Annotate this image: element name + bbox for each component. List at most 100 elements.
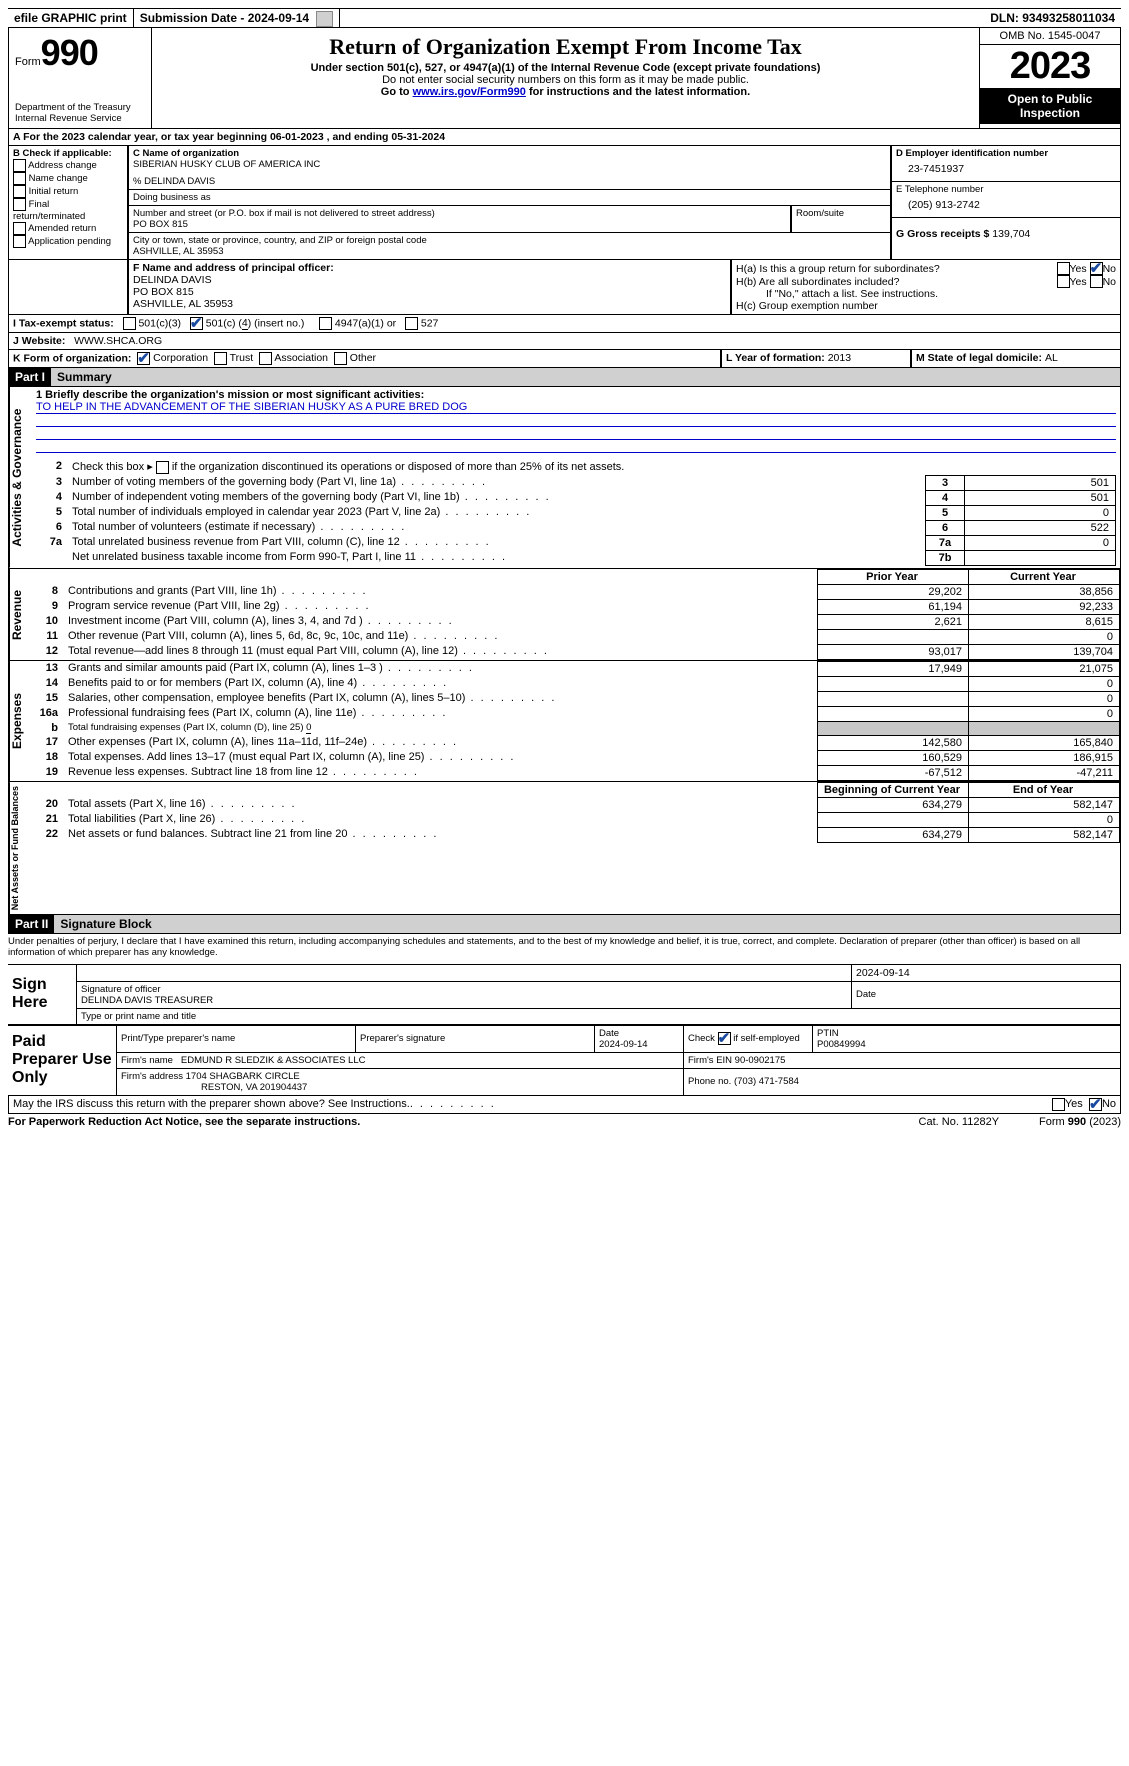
box-b-item: Application pending: [13, 235, 123, 248]
data-row: 21Total liabilities (Part X, line 26)0: [32, 812, 1120, 827]
subtitle: Under section 501(c), 527, or 4947(a)(1)…: [160, 62, 971, 74]
vlabel-net: Net Assets or Fund Balances: [9, 782, 32, 914]
line-k: K Form of organization: Corporation Trus…: [8, 350, 721, 368]
mission-text: TO HELP IN THE ADVANCEMENT OF THE SIBERI…: [36, 401, 1116, 414]
part1-header: Part I Summary: [8, 368, 1121, 387]
data-row: 14Benefits paid to or for members (Part …: [32, 676, 1120, 691]
paid-preparer-table: Paid Preparer Use Only Print/Type prepar…: [8, 1025, 1121, 1096]
submission-btn[interactable]: [316, 11, 333, 27]
discuss-yes-checkbox[interactable]: [1052, 1098, 1065, 1111]
line-l: L Year of formation: 2013: [721, 350, 911, 368]
data-row: 22Net assets or fund balances. Subtract …: [32, 827, 1120, 842]
i-527-checkbox[interactable]: [405, 317, 418, 330]
form-header: Form990 Department of the Treasury Inter…: [8, 28, 1121, 129]
title-block: Return of Organization Exempt From Incom…: [152, 28, 979, 128]
info-grid: B Check if applicable: Address change Na…: [8, 146, 1121, 260]
ha-no-checkbox[interactable]: [1090, 262, 1103, 275]
hb-no-checkbox[interactable]: [1090, 275, 1103, 288]
self-employed-cell: Check if self-employed: [684, 1025, 813, 1052]
vlabel-exp: Expenses: [9, 661, 32, 781]
tax-year: 2023: [980, 45, 1120, 88]
part2-header: Part II Signature Block: [8, 915, 1121, 934]
netassets-table: Beginning of Current YearEnd of Year20To…: [32, 782, 1120, 843]
open-inspection: Open to Public Inspection: [980, 88, 1120, 124]
gov-row: 2Check this box ▸ if the organization di…: [36, 459, 1116, 475]
box-b: B Check if applicable: Address change Na…: [8, 146, 128, 260]
irs-link[interactable]: www.irs.gov/Form990: [413, 86, 526, 98]
gov-row: 5Total number of individuals employed in…: [36, 505, 1116, 520]
discuss-no-checkbox[interactable]: [1089, 1098, 1102, 1111]
data-row: bTotal fundraising expenses (Part IX, co…: [32, 721, 1120, 735]
i-4947-checkbox[interactable]: [319, 317, 332, 330]
sign-here-table: Sign Here 2024-09-14 Signature of office…: [8, 964, 1121, 1025]
governance-table: 2Check this box ▸ if the organization di…: [36, 459, 1116, 566]
box-c-city: City or town, state or province, country…: [128, 233, 891, 260]
data-row: 17Other expenses (Part IX, column (A), l…: [32, 735, 1120, 750]
sig-officer: Signature of officer DELINDA DAVIS TREAS…: [77, 981, 852, 1008]
sign-here-label: Sign Here: [8, 964, 77, 1024]
data-row: 10Investment income (Part VIII, column (…: [32, 614, 1120, 629]
discuss-row: May the IRS discuss this return with the…: [8, 1096, 1121, 1114]
ssn-note: Do not enter social security numbers on …: [160, 74, 971, 86]
form-number-box: Form990 Department of the Treasury Inter…: [9, 28, 152, 128]
box-b-item: Final return/terminated: [13, 198, 123, 222]
data-row: 9Program service revenue (Part VIII, lin…: [32, 599, 1120, 614]
footer-form: Form 990 (2023): [1039, 1116, 1121, 1128]
box-c-name: C Name of organization SIBERIAN HUSKY CL…: [128, 146, 891, 190]
submission-seg: Submission Date - 2024-09-14: [134, 9, 340, 27]
mission-label: 1 Briefly describe the organization's mi…: [36, 389, 1116, 401]
line-j: J Website: WWW.SHCA.ORG: [8, 333, 1121, 350]
paid-label: Paid Preparer Use Only: [8, 1025, 117, 1095]
form-title: Return of Organization Exempt From Incom…: [160, 34, 971, 60]
data-row: 19Revenue less expenses. Subtract line 1…: [32, 765, 1120, 780]
box-c-room: Room/suite: [791, 206, 891, 233]
data-row: 15Salaries, other compensation, employee…: [32, 691, 1120, 706]
gov-row: 3Number of voting members of the governi…: [36, 475, 1116, 490]
vlabel-rev: Revenue: [9, 569, 32, 660]
data-row: 12Total revenue—add lines 8 through 11 (…: [32, 644, 1120, 659]
dln: DLN: 93493258011034: [984, 9, 1121, 27]
box-e: E Telephone number (205) 913-2742: [891, 182, 1121, 218]
box-g: G Gross receipts $ 139,704: [891, 218, 1121, 260]
i-501c-checkbox[interactable]: [190, 317, 203, 330]
gov-row: 7aTotal unrelated business revenue from …: [36, 535, 1116, 550]
data-row: 8Contributions and grants (Part VIII, li…: [32, 584, 1120, 599]
ha-yes-checkbox[interactable]: [1057, 262, 1070, 275]
gov-row: Net unrelated business taxable income fr…: [36, 550, 1116, 565]
box-b-item: Address change: [13, 159, 123, 172]
line-i: I Tax-exempt status: 501(c)(3) 501(c) (4…: [8, 315, 1121, 333]
footer: For Paperwork Reduction Act Notice, see …: [8, 1114, 1121, 1128]
irs-label: Internal Revenue Service: [15, 113, 145, 124]
i-501c3-checkbox[interactable]: [123, 317, 136, 330]
box-h: H(a) Is this a group return for subordin…: [731, 260, 1121, 315]
omb: OMB No. 1545-0047: [980, 28, 1120, 45]
data-row: 11Other revenue (Part VIII, column (A), …: [32, 629, 1120, 644]
line-a: A For the 2023 calendar year, or tax yea…: [8, 129, 1121, 146]
box-f: F Name and address of principal officer:…: [128, 260, 731, 315]
dept-label: Department of the Treasury: [15, 102, 145, 113]
data-row: 18Total expenses. Add lines 13–17 (must …: [32, 750, 1120, 765]
box-b-item: Name change: [13, 172, 123, 185]
efile-label: efile GRAPHIC print: [8, 9, 134, 27]
perjury-text: Under penalties of perjury, I declare th…: [8, 934, 1121, 964]
year-box: OMB No. 1545-0047 2023 Open to Public In…: [979, 28, 1120, 128]
hb-yes-checkbox[interactable]: [1057, 275, 1070, 288]
revenue-table: Prior YearCurrent Year8Contributions and…: [32, 569, 1120, 660]
vlabel-gov: Activities & Governance: [9, 387, 32, 568]
data-row: 13Grants and similar amounts paid (Part …: [32, 661, 1120, 676]
data-row: 16aProfessional fundraising fees (Part I…: [32, 706, 1120, 721]
top-bar: efile GRAPHIC print Submission Date - 20…: [8, 8, 1121, 28]
gov-row: 4Number of independent voting members of…: [36, 490, 1116, 505]
box-d: D Employer identification number 23-7451…: [891, 146, 1121, 182]
data-row: 20Total assets (Part X, line 16)634,2795…: [32, 797, 1120, 812]
line-m: M State of legal domicile: AL: [911, 350, 1121, 368]
box-c-street: Number and street (or P.O. box if mail i…: [128, 206, 791, 233]
gov-row: 6Total number of volunteers (estimate if…: [36, 520, 1116, 535]
box-b-item: Amended return: [13, 222, 123, 235]
expenses-table: 13Grants and similar amounts paid (Part …: [32, 661, 1120, 781]
box-b-item: Initial return: [13, 185, 123, 198]
box-c-dba: Doing business as: [128, 190, 891, 206]
f-h-row: F Name and address of principal officer:…: [8, 260, 1121, 315]
self-employed-checkbox[interactable]: [718, 1032, 731, 1045]
goto-line: Go to www.irs.gov/Form990 for instructio…: [160, 86, 971, 98]
